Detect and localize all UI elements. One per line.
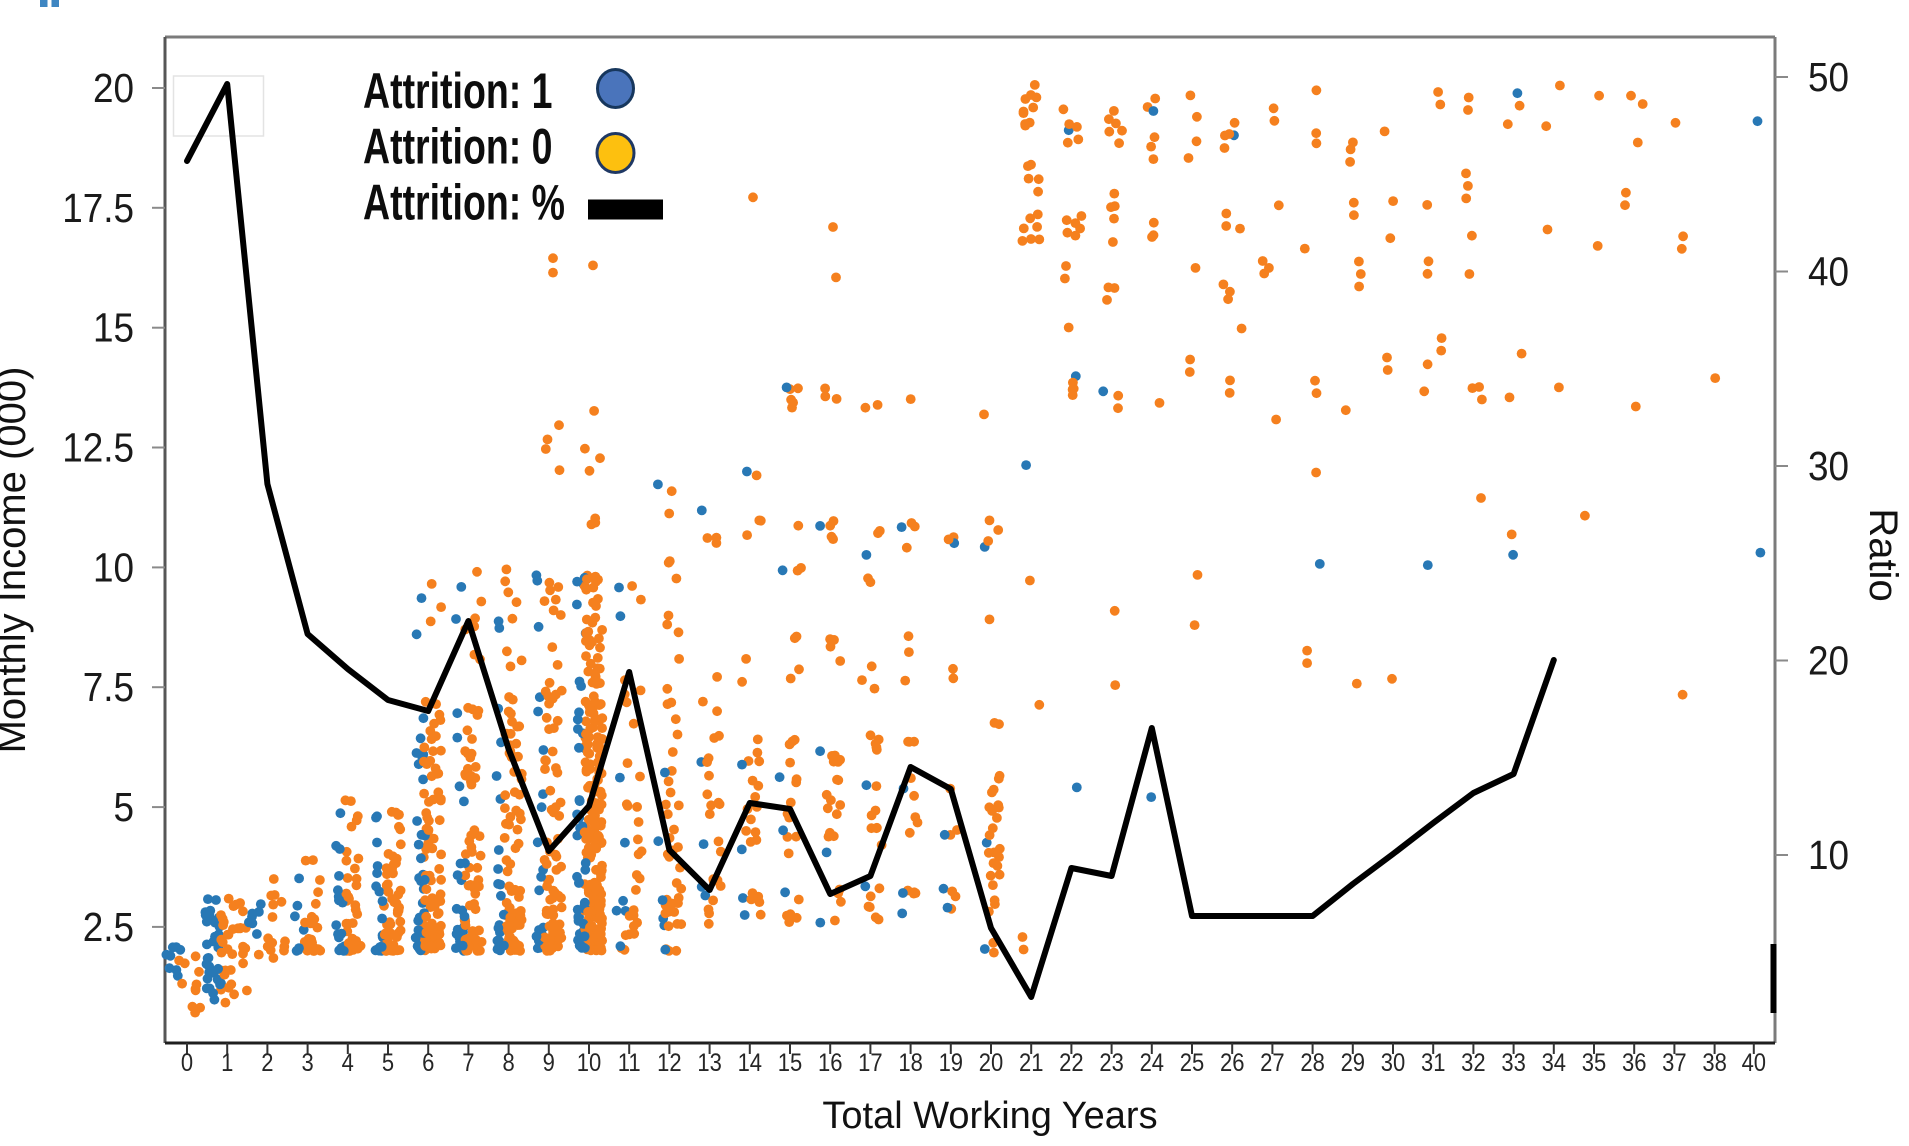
svg-text:5: 5 — [382, 1049, 394, 1077]
svg-text:24: 24 — [1140, 1049, 1164, 1077]
svg-text:17: 17 — [858, 1049, 882, 1077]
svg-text:31: 31 — [1421, 1049, 1445, 1077]
svg-text:22: 22 — [1059, 1049, 1083, 1077]
svg-text:20: 20 — [1808, 639, 1849, 684]
svg-text:19: 19 — [939, 1049, 963, 1077]
svg-text:8: 8 — [502, 1049, 514, 1077]
svg-text:10: 10 — [1808, 833, 1849, 878]
svg-text:12.5: 12.5 — [62, 426, 134, 471]
svg-text:30: 30 — [1808, 444, 1849, 489]
svg-text:6: 6 — [422, 1049, 434, 1077]
svg-text:20: 20 — [979, 1049, 1003, 1077]
svg-text:35: 35 — [1582, 1049, 1606, 1077]
svg-text:11: 11 — [618, 1049, 641, 1077]
svg-text:4: 4 — [342, 1049, 354, 1077]
svg-text:7.5: 7.5 — [83, 665, 134, 710]
svg-text:36: 36 — [1622, 1049, 1646, 1077]
svg-text:Total Working Years: Total Working Years — [822, 1095, 1157, 1137]
svg-text:14: 14 — [738, 1049, 762, 1077]
svg-text:Attrition: 1: Attrition: 1 — [363, 64, 553, 119]
svg-text:27: 27 — [1260, 1049, 1284, 1077]
svg-text:7: 7 — [462, 1049, 474, 1077]
svg-text:10: 10 — [577, 1049, 601, 1077]
svg-text:Monthly Income (000): Monthly Income (000) — [0, 367, 34, 754]
svg-text:3: 3 — [301, 1049, 313, 1077]
svg-text:40: 40 — [1742, 1049, 1766, 1077]
svg-text:38: 38 — [1702, 1049, 1726, 1077]
svg-text:26: 26 — [1220, 1049, 1244, 1077]
svg-text:25: 25 — [1180, 1049, 1204, 1077]
svg-text:16: 16 — [818, 1049, 842, 1077]
svg-text:Ratio: Ratio — [1861, 508, 1905, 601]
svg-text:1: 1 — [221, 1049, 233, 1077]
svg-text:15: 15 — [778, 1049, 802, 1077]
svg-text:15: 15 — [93, 306, 134, 351]
svg-text:5: 5 — [113, 785, 134, 830]
svg-text:20: 20 — [93, 66, 134, 111]
svg-text:29: 29 — [1341, 1049, 1365, 1077]
svg-text:2: 2 — [261, 1049, 273, 1077]
svg-text:21: 21 — [1019, 1049, 1043, 1077]
svg-text:23: 23 — [1099, 1049, 1123, 1077]
svg-text:0: 0 — [181, 1049, 193, 1077]
svg-text:Attrition: %: Attrition: % — [363, 175, 565, 230]
svg-text:18: 18 — [898, 1049, 922, 1077]
svg-text:Attrition: 0: Attrition: 0 — [363, 119, 553, 174]
svg-text:30: 30 — [1381, 1049, 1405, 1077]
svg-text:9: 9 — [543, 1049, 555, 1077]
svg-text:32: 32 — [1461, 1049, 1485, 1077]
svg-text:50: 50 — [1808, 55, 1849, 100]
svg-text:13: 13 — [697, 1049, 721, 1077]
svg-text:40: 40 — [1808, 250, 1849, 295]
svg-text:37: 37 — [1662, 1049, 1686, 1077]
svg-text:34: 34 — [1542, 1049, 1566, 1077]
svg-text:28: 28 — [1300, 1049, 1324, 1077]
svg-text:12: 12 — [657, 1049, 681, 1077]
svg-text:10: 10 — [93, 546, 134, 591]
svg-text:33: 33 — [1501, 1049, 1525, 1077]
svg-text:17.5: 17.5 — [62, 186, 134, 231]
svg-text:2.5: 2.5 — [83, 905, 134, 950]
